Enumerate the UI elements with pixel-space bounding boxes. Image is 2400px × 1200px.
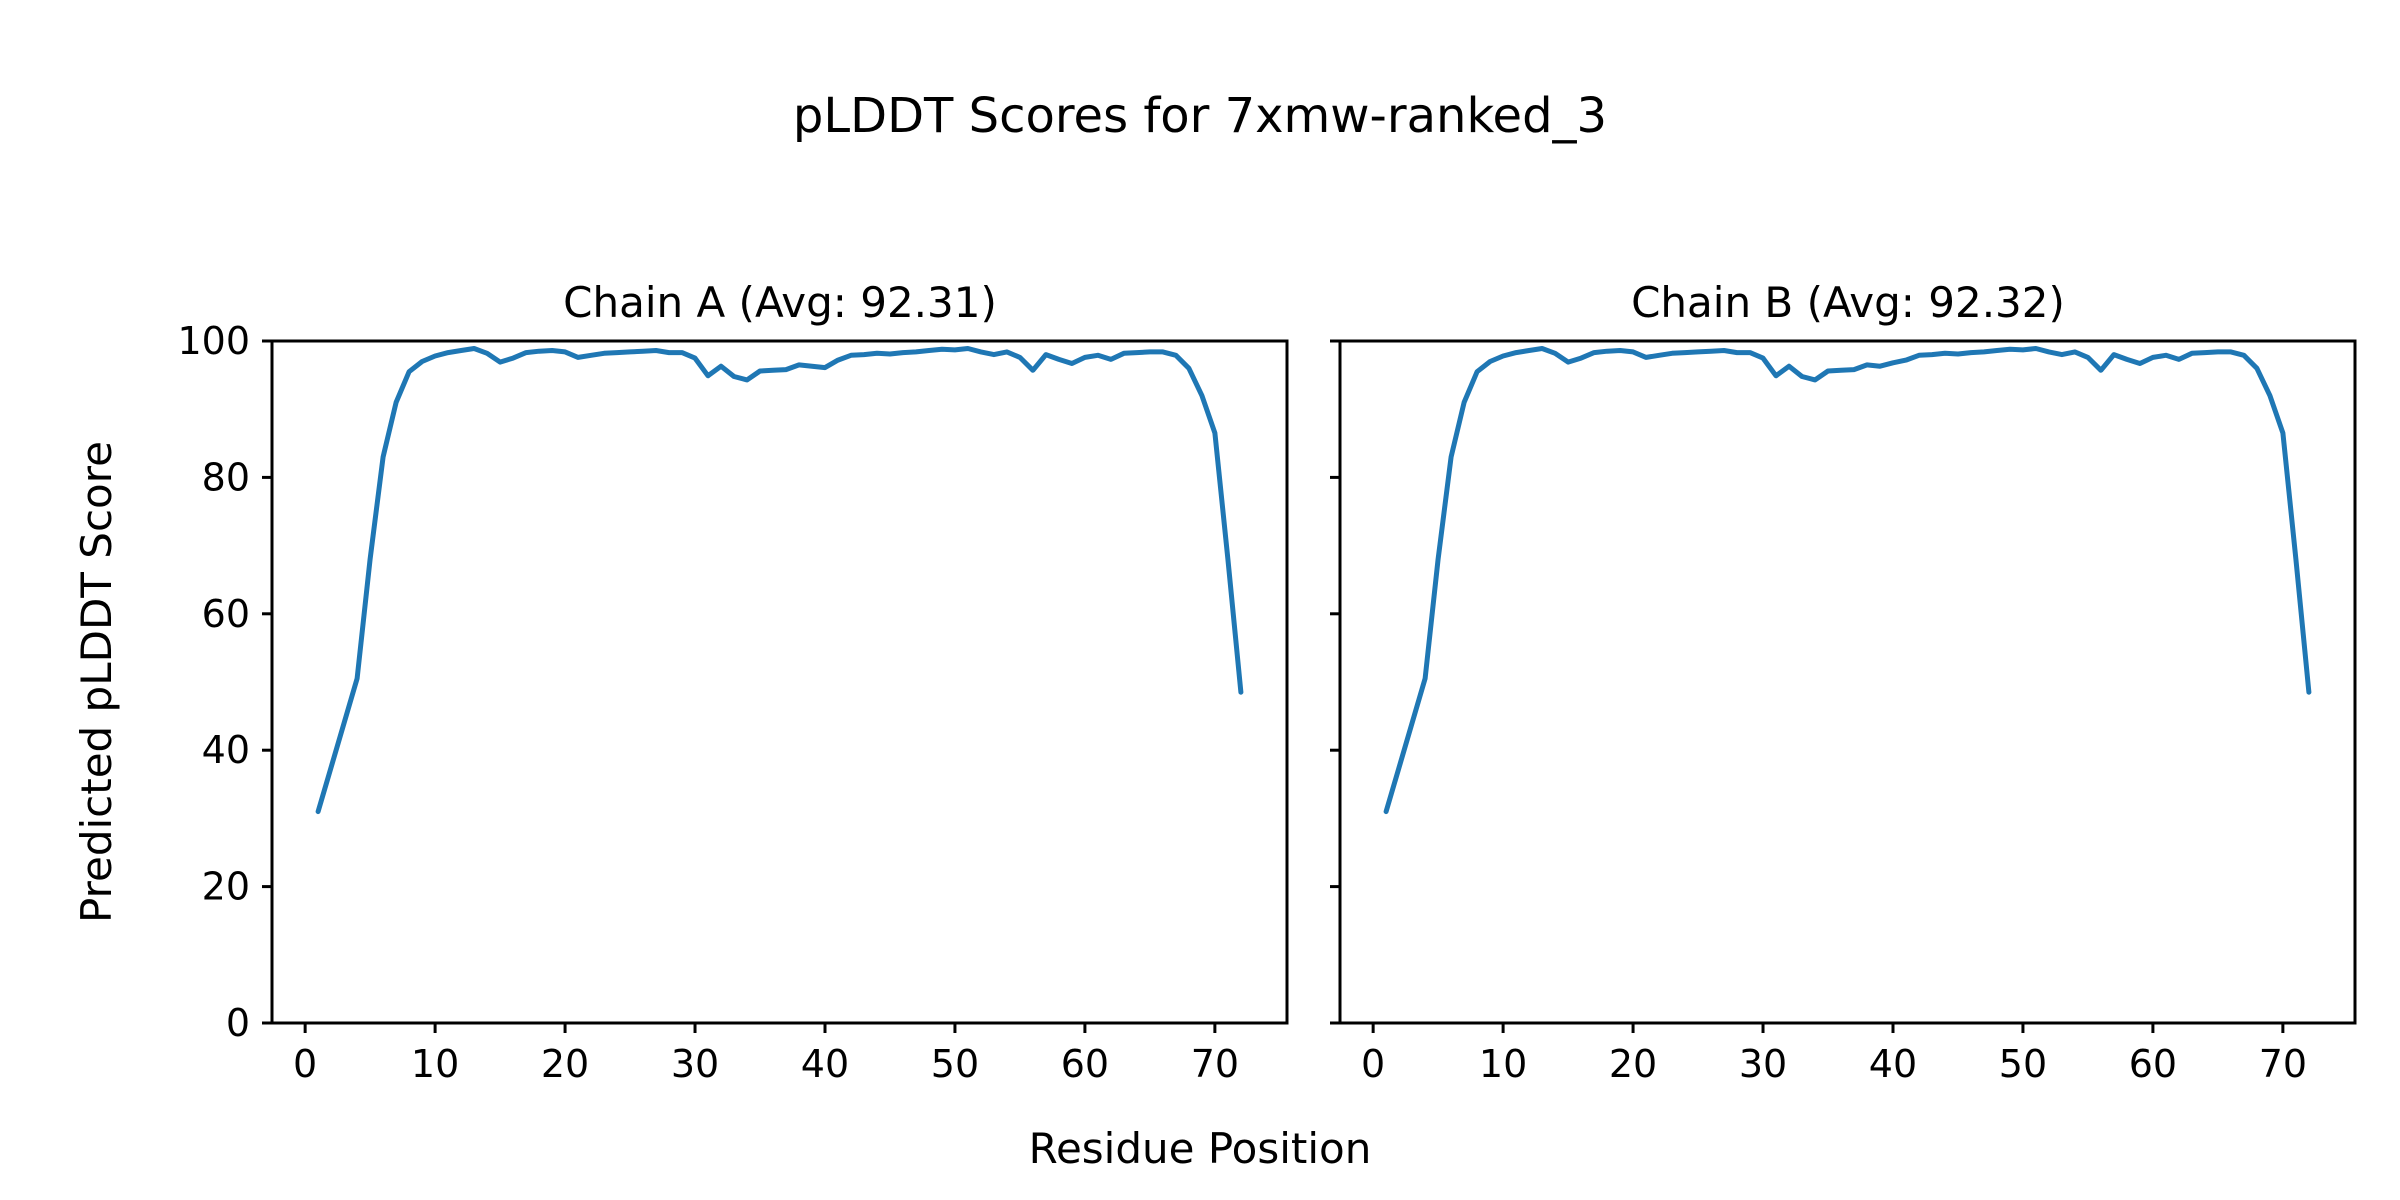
figure-title: pLDDT Scores for 7xmw-ranked_3 [792,88,1608,144]
axes-spines [1338,339,2357,1025]
x-tick-label: 30 [671,1042,719,1086]
x-tick-label: 0 [1361,1042,1385,1086]
x-tick-label: 20 [541,1042,589,1086]
x-tick-label: 30 [1739,1042,1787,1086]
axes-spines [270,339,1289,1025]
y-tick-label: 100 [177,319,250,363]
chain-b-title: Chain B (Avg: 92.32) [1631,278,2065,327]
x-tick-label: 40 [801,1042,849,1086]
y-tick-label: 40 [202,728,250,772]
x-tick-label: 70 [1191,1042,1239,1086]
plddt-line [315,346,1244,815]
plddt-line [1383,346,2312,815]
x-tick-label: 0 [293,1042,317,1086]
x-tick-label: 70 [2259,1042,2307,1086]
x-tick-label: 10 [1479,1042,1527,1086]
x-tick-label: 40 [1869,1042,1917,1086]
chain-a-axes: 0 10 20 30 40 50 60 70 0 20 40 60 80 100 [177,319,1289,1086]
x-tick-label: 60 [1061,1042,1109,1086]
x-tick-label: 10 [411,1042,459,1086]
x-tick-label: 20 [1609,1042,1657,1086]
y-tick-label: 0 [226,1001,250,1045]
x-tick-label: 50 [931,1042,979,1086]
y-tick-label: 80 [202,455,250,499]
y-tick-label: 20 [202,865,250,909]
chain-a-title: Chain A (Avg: 92.31) [563,278,997,327]
x-tick-label: 60 [2129,1042,2177,1086]
x-tick-label: 50 [1999,1042,2047,1086]
chain-b-axes: 0 10 20 30 40 50 60 70 [1330,339,2357,1086]
y-tick-label: 60 [202,592,250,636]
x-axis-label: Residue Position [1028,1124,1372,1173]
